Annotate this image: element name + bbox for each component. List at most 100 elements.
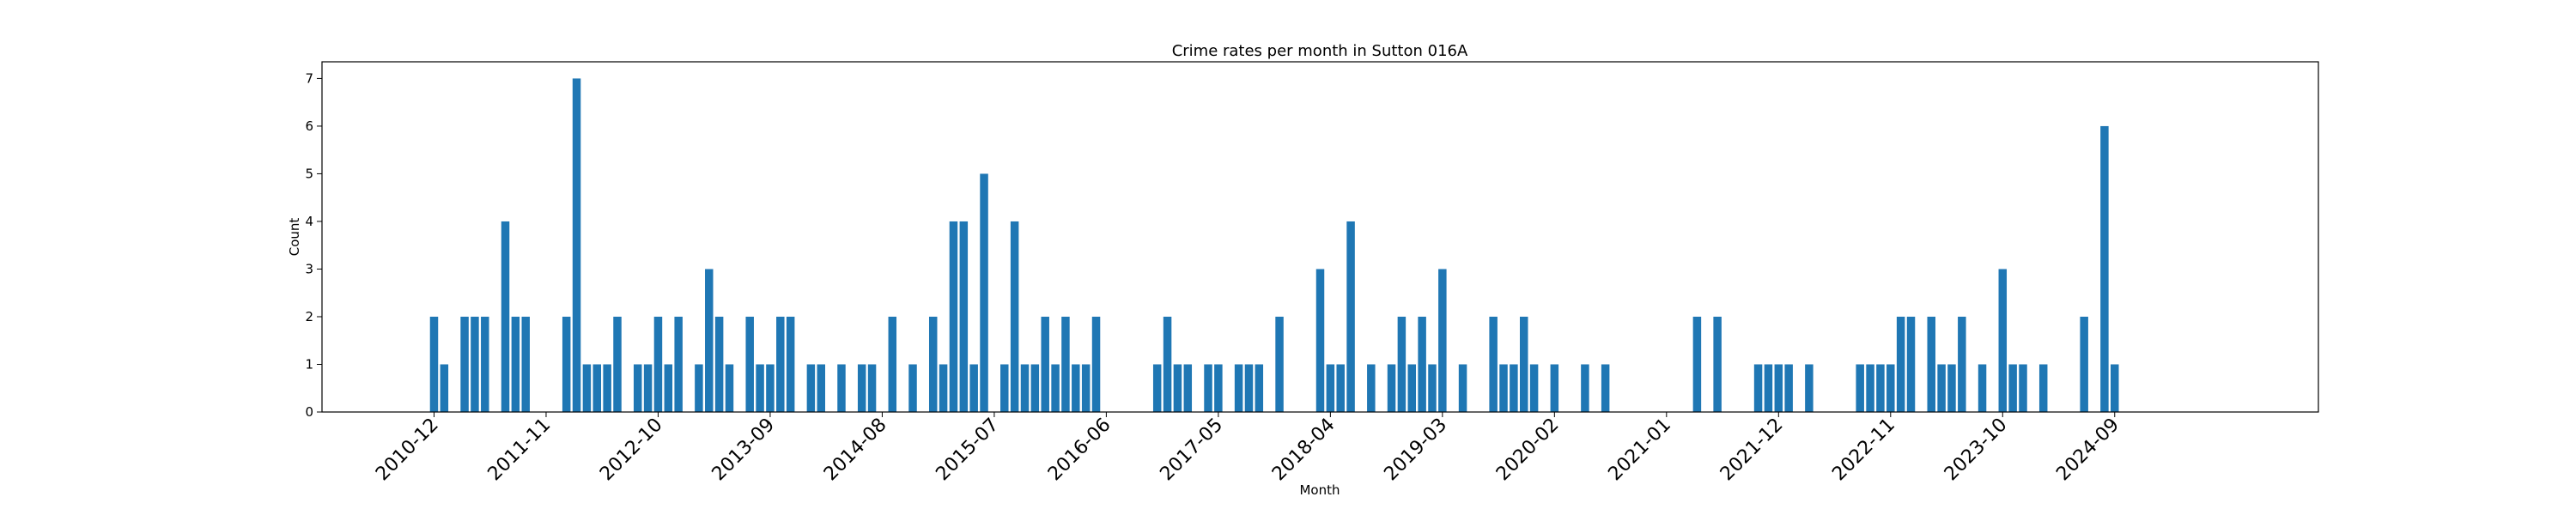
bar-2011-07	[501, 221, 510, 412]
bar-2024-06	[2080, 316, 2088, 412]
y-tick-label: 6	[305, 118, 313, 134]
bar-2015-01	[928, 316, 938, 412]
bar-2018-12	[1407, 364, 1417, 412]
x-tick-label: 2017-05	[1156, 415, 1227, 486]
bar-2017-07	[1234, 364, 1243, 412]
bar-2014-01	[806, 364, 816, 412]
x-tick-label: 2023-10	[1941, 415, 2012, 486]
bar-2019-02	[1428, 364, 1437, 412]
plot-area-frame	[321, 61, 2319, 413]
bar-2015-12	[1041, 316, 1049, 412]
bar-2011-01	[440, 364, 449, 412]
bar-2019-03	[1438, 269, 1447, 412]
bar-2023-08	[1978, 364, 1987, 412]
y-tick-label: 3	[305, 261, 313, 276]
bar-2011-05	[481, 316, 489, 412]
x-tick-label: 2015-07	[932, 415, 1003, 486]
bar-2012-04	[592, 364, 602, 412]
bar-2023-04	[1937, 364, 1946, 412]
x-tick-label: 2022-11	[1828, 415, 1899, 486]
x-tick-label: 2010-12	[372, 415, 443, 486]
bar-2022-03	[1805, 364, 1814, 412]
x-axis: 2010-12 2011-11 2012-10 2013-09 2014-08 2015-…	[372, 412, 2123, 485]
bar-2017-01	[1173, 364, 1182, 412]
bar-2011-09	[521, 316, 530, 412]
bar-2017-04	[1204, 364, 1212, 412]
bar-2024-02	[2038, 364, 2048, 412]
bar-2023-05	[1947, 364, 1956, 412]
x-tick-label: 2013-09	[708, 415, 780, 486]
y-tick-label: 1	[305, 356, 313, 372]
bar-2012-11	[664, 364, 673, 412]
x-tick-label: 2019-03	[1380, 415, 1451, 486]
bar-2017-08	[1244, 364, 1254, 412]
bar-2024-08	[2100, 125, 2109, 412]
bar-2018-06	[1346, 221, 1355, 412]
bar-2023-01	[1906, 316, 1916, 412]
bar-2012-01	[562, 316, 571, 412]
bar-2015-09	[1010, 221, 1019, 412]
bar-2020-05	[1581, 364, 1589, 412]
bar-2022-01	[1784, 364, 1793, 412]
bar-2016-04	[1081, 364, 1091, 412]
bar-2021-12	[1774, 364, 1783, 412]
bar-2016-02	[1061, 316, 1070, 412]
bar-2013-03	[705, 269, 714, 412]
bar-2022-10	[1876, 364, 1885, 412]
bar-2011-03	[460, 316, 469, 412]
bar-2010-12	[429, 316, 439, 412]
bar-2012-03	[582, 364, 592, 412]
x-tick-label: 2012-10	[596, 415, 667, 486]
bars-layer	[429, 78, 2119, 413]
bar-2013-05	[725, 364, 734, 412]
bar-2013-02	[695, 364, 703, 412]
bar-2012-02	[572, 78, 581, 413]
bar-2022-09	[1866, 364, 1874, 412]
x-axis-label: Month	[1299, 482, 1340, 498]
bar-2017-05	[1214, 364, 1223, 412]
bar-2017-02	[1183, 364, 1193, 412]
bar-2013-04	[714, 316, 724, 412]
x-tick-label: 2011-11	[484, 415, 556, 486]
bar-2012-09	[643, 364, 653, 412]
bar-2021-04	[1692, 316, 1702, 412]
x-tick-label: 2024-09	[2052, 415, 2123, 486]
bar-2015-10	[1020, 364, 1030, 412]
bar-2014-02	[817, 364, 825, 412]
bar-2021-06	[1713, 316, 1722, 412]
bar-2013-08	[756, 364, 764, 412]
bar-2019-11	[1520, 316, 1528, 412]
bar-2013-10	[776, 316, 785, 412]
bar-2023-11	[2008, 364, 2017, 412]
x-tick-label: 2020-02	[1492, 415, 1564, 486]
bar-2013-07	[745, 316, 754, 412]
bar-2023-10	[1998, 269, 2008, 412]
bar-2023-06	[1958, 316, 1966, 412]
bar-2020-02	[1550, 364, 1559, 412]
bar-2023-12	[2019, 364, 2027, 412]
y-axis-label: Count	[287, 218, 302, 257]
bar-2016-11	[1152, 364, 1162, 412]
bar-2019-10	[1510, 364, 1518, 412]
bar-2023-03	[1927, 316, 1935, 412]
bar-2021-11	[1764, 364, 1773, 412]
bar-2017-09	[1255, 364, 1264, 412]
bar-2011-08	[511, 316, 520, 412]
x-tick-label: 2014-08	[820, 415, 891, 486]
bar-2017-11	[1275, 316, 1284, 412]
bar-2018-11	[1397, 316, 1406, 412]
bar-2012-06	[613, 316, 622, 412]
bar-2014-09	[888, 316, 897, 412]
bar-2018-05	[1336, 364, 1345, 412]
bar-2016-05	[1091, 316, 1101, 412]
x-tick-label: 2016-06	[1044, 415, 1115, 486]
bar-2012-12	[674, 316, 683, 412]
y-axis: 0 1 2 3 4 5 6 7	[305, 70, 322, 420]
bar-2019-09	[1499, 364, 1508, 412]
y-tick-label: 5	[305, 166, 313, 181]
chart-title: Crime rates per month in Sutton 016A	[1172, 42, 1468, 60]
bar-2015-05	[969, 364, 978, 412]
bar-2013-11	[786, 316, 795, 412]
bar-2015-03	[949, 221, 958, 412]
